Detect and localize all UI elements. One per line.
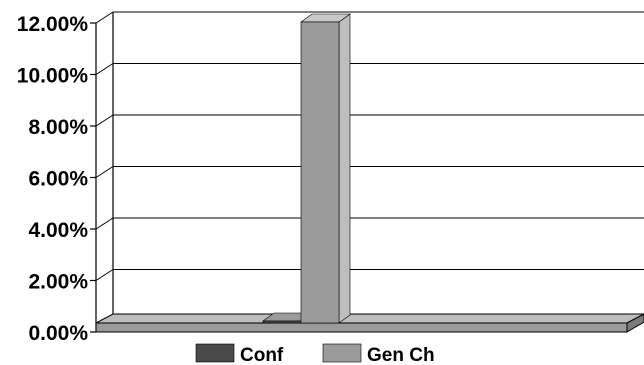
gridline-diagonal (95, 217, 114, 230)
legend-item-conf: Conf (195, 343, 284, 365)
y-tick-label: 6.00% (28, 168, 88, 191)
y-tick-label: 2.00% (28, 271, 88, 294)
y-tick-label: 4.00% (28, 219, 88, 242)
bars (262, 13, 351, 324)
plot-area (95, 11, 644, 333)
legend-swatch (195, 343, 235, 363)
bar-gen-ch (300, 13, 351, 324)
y-tick-label: 12.00% (17, 13, 89, 36)
bar-front (300, 21, 340, 324)
y-axis: 0.00% 2.00% 4.00% 6.00% 8.00% 10.00% 12.00% (17, 13, 96, 345)
floor-front (95, 322, 628, 333)
gridline-diagonal (95, 63, 114, 75)
bar-front (262, 320, 302, 324)
legend-label: Gen Ch (367, 345, 435, 365)
gridline-diagonal (95, 11, 114, 24)
y-tick-label: 10.00% (17, 65, 89, 88)
legend: Conf Gen Ch (195, 343, 435, 365)
legend-item-gen-ch: Gen Ch (322, 343, 435, 365)
gridline-diagonal (95, 166, 114, 178)
legend-swatch (322, 343, 362, 363)
bar-side (338, 13, 351, 324)
floor-side (626, 313, 644, 333)
gridline-diagonal (95, 114, 114, 127)
y-tick-label: 0.00% (28, 322, 88, 345)
legend-label: Conf (240, 345, 284, 365)
y-tick-label: 8.00% (28, 116, 88, 139)
gridline-diagonal (95, 269, 114, 281)
floor-top (95, 313, 644, 324)
